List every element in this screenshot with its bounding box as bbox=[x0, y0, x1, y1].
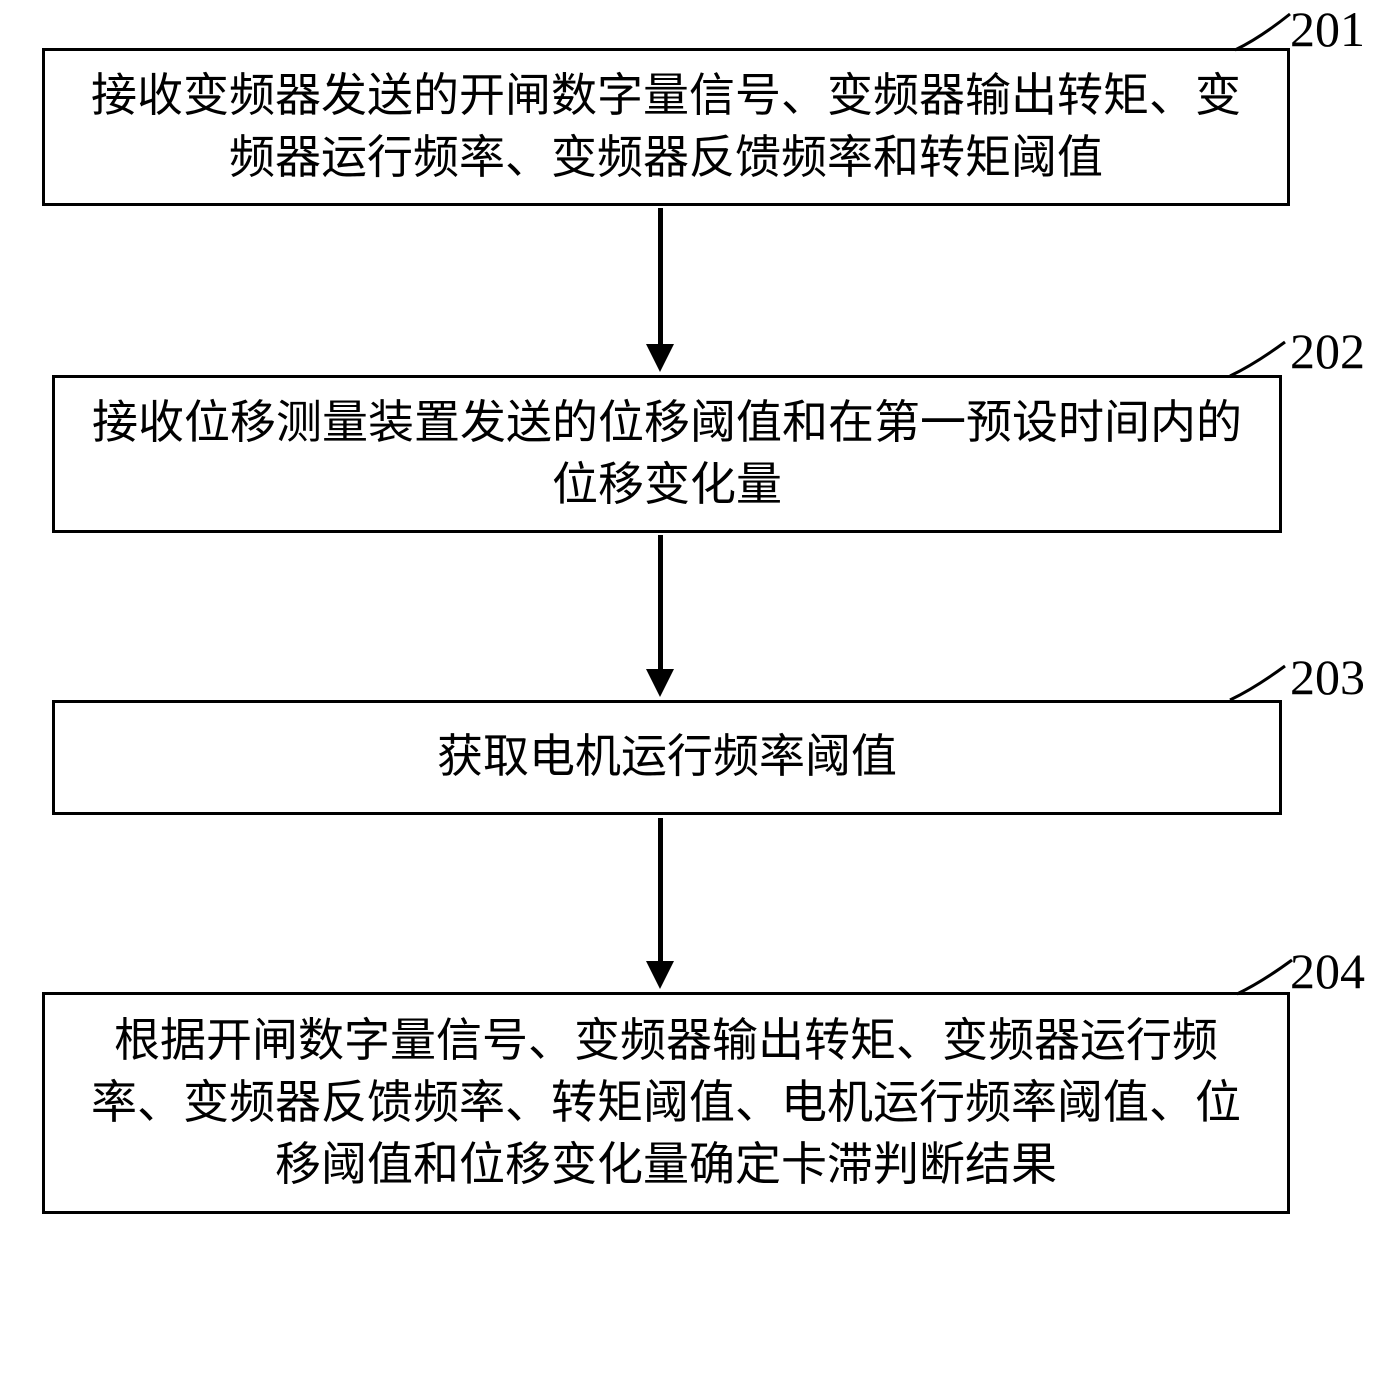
flowchart-node-201: 接收变频器发送的开闸数字量信号、变频器输出转矩、变频器运行频率、变频器反馈频率和… bbox=[42, 48, 1290, 206]
node-text: 获取电机运行频率阈值 bbox=[437, 726, 897, 788]
flowchart-node-202: 接收位移测量装置发送的位移阈值和在第一预设时间内的位移变化量 bbox=[52, 375, 1282, 533]
node-label-203: 203 bbox=[1290, 648, 1365, 706]
node-text: 接收变频器发送的开闸数字量信号、变频器输出转矩、变频器运行频率、变频器反馈频率和… bbox=[75, 65, 1257, 189]
node-label-202: 202 bbox=[1290, 322, 1365, 380]
flowchart-container: 接收变频器发送的开闸数字量信号、变频器输出转矩、变频器运行频率、变频器反馈频率和… bbox=[0, 0, 1394, 1399]
node-text: 根据开闸数字量信号、变频器输出转矩、变频器运行频率、变频器反馈频率、转矩阈值、电… bbox=[75, 1010, 1257, 1196]
node-label-204: 204 bbox=[1290, 942, 1365, 1000]
node-text: 接收位移测量装置发送的位移阈值和在第一预设时间内的位移变化量 bbox=[85, 392, 1249, 516]
flowchart-node-203: 获取电机运行频率阈值 bbox=[52, 700, 1282, 815]
flowchart-node-204: 根据开闸数字量信号、变频器输出转矩、变频器运行频率、变频器反馈频率、转矩阈值、电… bbox=[42, 992, 1290, 1214]
node-label-201: 201 bbox=[1290, 0, 1365, 58]
